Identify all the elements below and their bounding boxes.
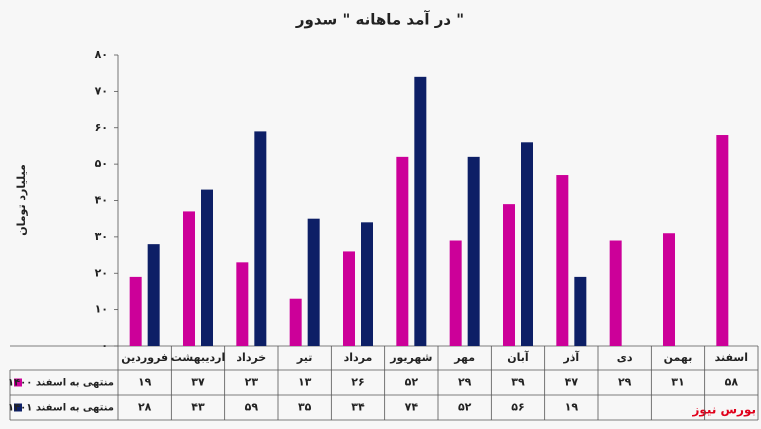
x-tick-label: بهمن xyxy=(664,351,693,364)
legend-label: منتهی به اسفند ۱۴۰۱ xyxy=(8,403,114,414)
y-tick-label: ۲۰ xyxy=(95,266,108,279)
data-label: ۲۸ xyxy=(138,401,152,414)
data-label: ۲۳ xyxy=(245,376,259,389)
x-tick-label: آبان xyxy=(507,350,529,364)
bar xyxy=(129,276,142,346)
bar xyxy=(574,276,587,346)
bar xyxy=(236,262,249,346)
legend-label: منتهی به اسفند ۱۴۰۰ xyxy=(8,378,114,389)
x-tick-label: اسفند xyxy=(715,351,748,364)
data-label: ۲۹ xyxy=(618,376,632,389)
data-label: ۵۲ xyxy=(405,376,419,389)
data-label: ۴۷ xyxy=(565,376,579,389)
data-label: ۱۹ xyxy=(565,401,579,414)
y-tick-label: ۳۰ xyxy=(95,230,108,243)
legend-swatch xyxy=(14,378,22,387)
legend-swatch xyxy=(14,403,22,412)
y-tick-label: ۰ xyxy=(101,339,108,352)
data-label: ۵۲ xyxy=(458,401,472,414)
data-label: ۵۸ xyxy=(725,376,739,389)
data-label: ۷۴ xyxy=(405,401,419,414)
bar xyxy=(467,156,480,346)
x-tick-label: شهریور xyxy=(389,351,432,364)
data-label: ۴۳ xyxy=(191,401,205,414)
y-tick-label: ۷۰ xyxy=(95,84,108,97)
x-tick-label: اردیبهشت xyxy=(171,351,225,364)
bar xyxy=(556,175,569,346)
x-tick-label: مهر xyxy=(453,351,475,364)
bar xyxy=(503,204,515,346)
bar xyxy=(449,240,462,346)
y-tick-label: ۸۰ xyxy=(95,48,108,61)
data-label: ۳۴ xyxy=(351,401,365,414)
data-label: ۲۹ xyxy=(458,376,472,389)
x-tick-label: دی xyxy=(617,351,633,364)
x-tick-label: فروردین xyxy=(121,351,168,364)
data-label: ۳۹ xyxy=(511,376,525,389)
data-label: ۳۷ xyxy=(191,376,205,389)
x-tick-label: خرداد xyxy=(236,351,266,364)
bar xyxy=(147,244,160,346)
data-label: ۳۵ xyxy=(298,401,312,414)
bar xyxy=(183,211,195,346)
bar xyxy=(396,156,409,346)
bar xyxy=(289,298,302,346)
bar xyxy=(361,222,373,346)
x-tick-label: تیر xyxy=(296,351,312,364)
y-tick-label: ۱۰ xyxy=(95,303,108,316)
x-tick-label: مرداد xyxy=(344,351,373,364)
bar xyxy=(521,142,533,346)
bar xyxy=(254,131,267,346)
data-label: ۵۶ xyxy=(511,401,524,414)
bar xyxy=(343,251,355,346)
bar xyxy=(609,240,622,346)
data-label: ۳۱ xyxy=(671,376,684,389)
bar xyxy=(716,135,729,346)
bar xyxy=(307,218,320,346)
chart-title: در آمد ماهانه " سدور " xyxy=(295,11,464,29)
data-label: ۱۳ xyxy=(298,376,312,389)
y-tick-label: ۵۰ xyxy=(95,157,108,170)
bar xyxy=(201,189,213,346)
watermark: بورس نیوز xyxy=(691,403,756,418)
bar xyxy=(414,76,427,346)
y-axis-title: میلیارد تومان xyxy=(15,164,28,236)
data-label: ۲۶ xyxy=(351,376,364,389)
x-tick-label: آذر xyxy=(562,350,579,364)
bar xyxy=(663,233,675,346)
data-label: ۱۹ xyxy=(138,376,152,389)
y-tick-label: ۴۰ xyxy=(95,194,108,207)
y-tick-label: ۶۰ xyxy=(95,121,108,134)
data-label: ۵۹ xyxy=(245,401,259,414)
